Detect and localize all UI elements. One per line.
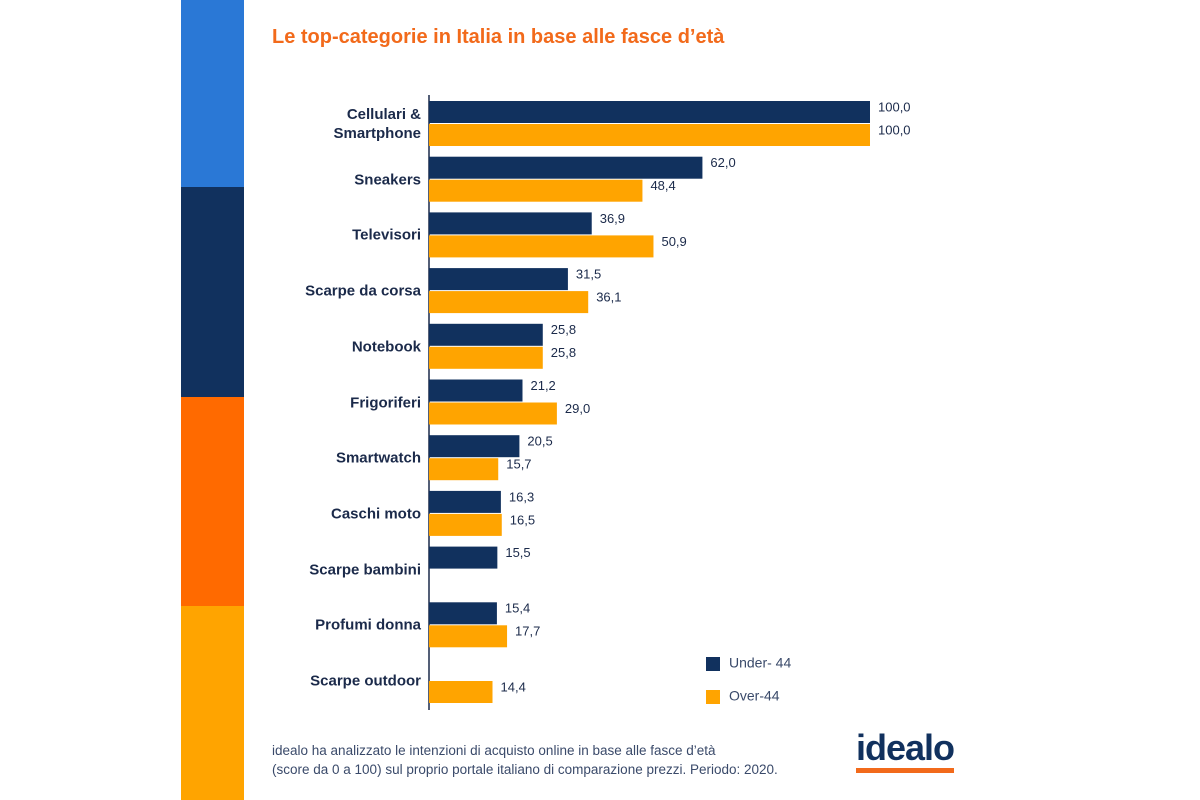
bar [429,625,508,648]
bar [429,458,499,481]
bar [429,346,543,369]
bar [429,435,520,458]
category-label: Scarpe outdoor [310,672,421,690]
legend-label: Over-44 [729,688,780,704]
category-label: Profumi donna [315,616,421,634]
bar [429,156,703,179]
bar [429,490,501,513]
category-label: Caschi moto [330,505,421,523]
value-label: 16,3 [509,489,534,504]
bar [429,546,498,569]
value-label: 16,5 [510,512,535,527]
stripe [181,397,244,606]
value-label: 21,2 [530,378,555,393]
category-label: Notebook [351,338,421,356]
bar [429,101,870,123]
stripe [181,606,244,800]
value-label: 15,4 [505,601,530,616]
value-label: 29,0 [565,401,590,416]
bar [429,212,592,235]
stripe [181,0,244,187]
bar [429,513,502,536]
bar [429,379,523,402]
category-label: Scarpe da corsa [305,282,421,300]
bar [429,402,557,425]
legend-swatch [706,690,720,704]
value-label: 48,4 [650,178,675,193]
logo: idealo [856,728,955,773]
bar [429,323,543,346]
bar [429,124,870,146]
category-label: Televisori [352,226,421,244]
bar [429,268,568,291]
bar [429,681,493,703]
legend-swatch [706,657,720,671]
value-label: 14,4 [501,679,526,694]
bar [429,602,497,625]
value-label: 36,1 [596,290,621,305]
value-label: 25,8 [551,345,576,360]
bar [429,179,643,202]
category-label: Cellulari & Smartphone [333,106,421,142]
value-label: 20,5 [527,434,552,449]
footer-note: idealo ha analizzato le intenzioni di ac… [272,743,778,777]
category-label: Scarpe bambini [309,561,421,579]
category-label: Sneakers [354,171,421,189]
chart-title: Le top-categorie in Italia in base alle … [272,26,725,48]
value-label: 25,8 [551,322,576,337]
legend-label: Under- 44 [729,655,791,671]
value-label: 31,5 [576,267,601,282]
value-label: 50,9 [661,234,686,249]
category-label: Smartwatch [335,449,421,467]
value-label: 17,7 [515,624,540,639]
value-label: 36,9 [600,211,625,226]
bar [429,291,589,314]
value-label: 100,0 [878,122,911,137]
value-label: 62,0 [710,155,735,170]
value-label: 100,0 [878,99,911,114]
bar [429,235,654,258]
stripe [181,187,244,397]
category-label: Frigoriferi [350,394,421,411]
value-label: 15,7 [506,457,531,472]
value-label: 15,5 [505,545,530,560]
